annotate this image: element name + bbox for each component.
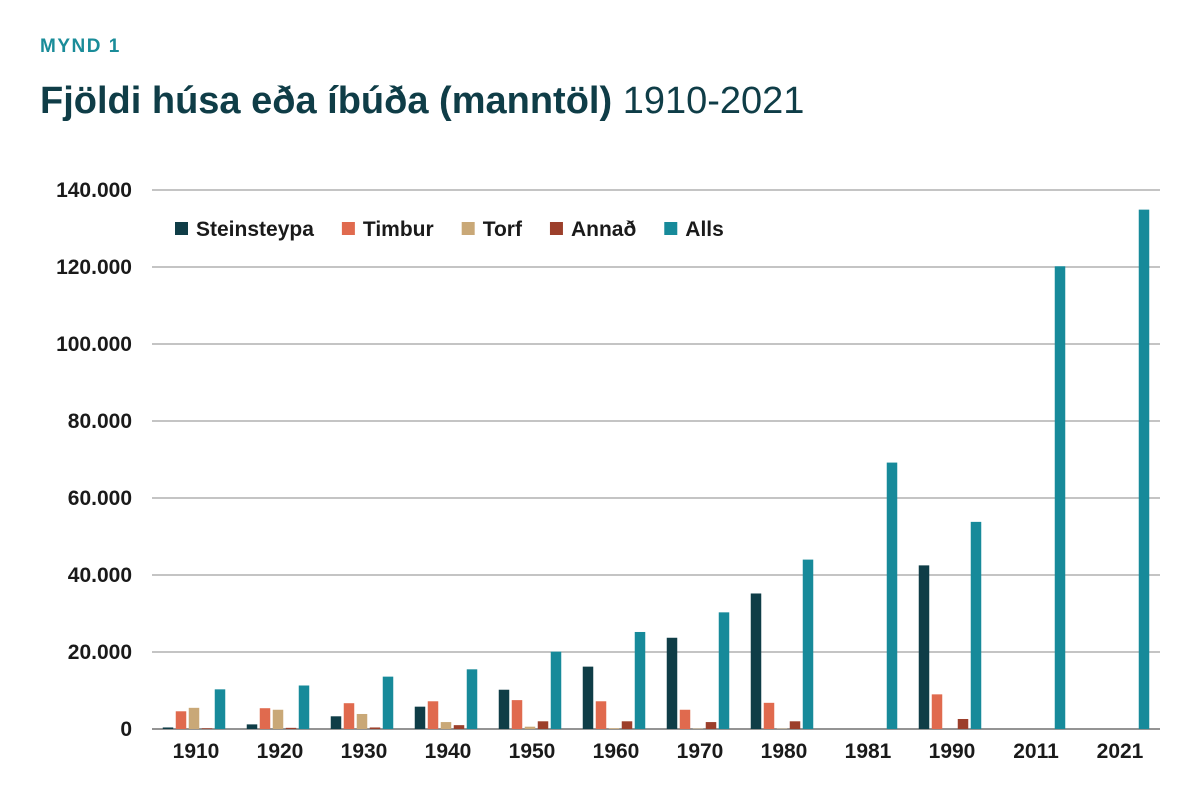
bar-timbur-1960	[595, 701, 607, 729]
y-axis-ticks: 0 20.000 40.000 60.000 80.000 100.000 120.000 1…	[56, 179, 132, 741]
legend-swatch	[175, 222, 188, 235]
bar-alls-1940	[466, 669, 478, 729]
legend-label: Alls	[685, 218, 724, 241]
bar-steinsteypa-1950	[498, 689, 510, 729]
chart-title: Fjöldi húsa eða íbúða (manntöl) 1910-202…	[40, 80, 804, 123]
bars	[162, 209, 1150, 729]
bar-alls-1930	[382, 676, 394, 729]
bar-alls-1981	[886, 462, 898, 729]
legend-swatch	[549, 222, 563, 235]
y-tick-label: 20.000	[68, 641, 132, 664]
figure-kicker: MYND 1	[40, 36, 121, 57]
bar-annað-1980	[789, 721, 801, 729]
chart-title-main: Fjöldi húsa eða íbúða (manntöl)	[40, 80, 613, 122]
x-tick-label: 1990	[929, 740, 976, 763]
x-tick-label: 1930	[341, 740, 388, 763]
x-tick-label: 1981	[845, 740, 892, 763]
bar-timbur-1970	[679, 709, 691, 729]
bar-torf-1950	[524, 726, 536, 729]
x-tick-label: 1960	[593, 740, 640, 763]
legend: Steinsteypa Timbur Torf Annað Alls	[175, 218, 724, 241]
x-tick-label: 1940	[425, 740, 472, 763]
bar-annað-1990	[957, 718, 969, 729]
x-tick-label: 1920	[257, 740, 304, 763]
bar-alls-2021	[1138, 209, 1150, 729]
x-tick-label: 1910	[173, 740, 220, 763]
legend-swatch	[341, 222, 355, 235]
bar-alls-1950	[550, 651, 562, 729]
bar-timbur-1920	[259, 708, 271, 729]
bar-alls-2011	[1054, 266, 1066, 729]
y-tick-label: 100.000	[56, 333, 132, 356]
grid-lines	[152, 189, 1160, 730]
bar-alls-1960	[634, 631, 646, 729]
x-axis-ticks: 1910 1920 1930 1940 1950 1960 1970 1980 1981 1990…	[173, 740, 1144, 763]
bar-annað-1940	[453, 725, 465, 729]
bar-steinsteypa-1990	[918, 565, 930, 729]
bar-torf-1910	[188, 707, 200, 729]
bar-steinsteypa-1980	[750, 593, 762, 729]
bar-alls-1910	[214, 689, 226, 729]
bar-steinsteypa-1970	[666, 637, 678, 729]
x-tick-label: 1970	[677, 740, 724, 763]
legend-label: Torf	[483, 218, 523, 241]
bar-annað-1970	[705, 722, 717, 729]
x-tick-label: 2011	[1013, 740, 1059, 763]
legend-swatch	[461, 222, 475, 235]
bar-steinsteypa-1910	[162, 727, 174, 729]
x-tick-label: 1950	[509, 740, 556, 763]
bar-timbur-1950	[511, 700, 523, 729]
legend-label: Annað	[571, 218, 636, 241]
bar-timbur-1910	[175, 711, 187, 729]
y-tick-label: 40.000	[68, 564, 132, 587]
y-tick-label: 0	[120, 718, 132, 741]
legend-label: Timbur	[363, 218, 434, 241]
bar-annað-1920	[285, 727, 297, 729]
bar-torf-1930	[356, 713, 368, 729]
bar-annað-1910	[201, 728, 213, 729]
chart-title-years: 1910-2021	[622, 80, 805, 122]
y-tick-label: 60.000	[68, 487, 132, 510]
bar-annað-1960	[621, 721, 633, 729]
y-tick-label: 140.000	[56, 179, 132, 202]
bar-timbur-1980	[763, 702, 775, 729]
bar-timbur-1940	[427, 701, 439, 729]
bar-steinsteypa-1930	[330, 716, 342, 729]
bar-torf-1920	[272, 709, 284, 729]
legend-swatch	[664, 222, 678, 235]
bar-steinsteypa-1940	[414, 706, 426, 729]
bar-timbur-1930	[343, 703, 355, 729]
bar-annað-1930	[369, 727, 381, 729]
bar-torf-1960	[608, 728, 620, 729]
bar-steinsteypa-1960	[582, 666, 594, 729]
legend-label: Steinsteypa	[196, 218, 314, 241]
bar-alls-1990	[970, 521, 982, 729]
x-tick-label: 2021	[1097, 740, 1144, 763]
bar-steinsteypa-1920	[246, 724, 258, 729]
bar-annað-1950	[537, 721, 549, 729]
bar-alls-1980	[802, 559, 814, 729]
bar-alls-1920	[298, 685, 310, 729]
bar-timbur-1990	[931, 694, 943, 729]
bar-alls-1970	[718, 612, 730, 729]
y-tick-label: 80.000	[68, 410, 132, 433]
y-tick-label: 120.000	[56, 256, 132, 279]
x-tick-label: 1980	[761, 740, 808, 763]
bar-torf-1940	[440, 722, 452, 729]
